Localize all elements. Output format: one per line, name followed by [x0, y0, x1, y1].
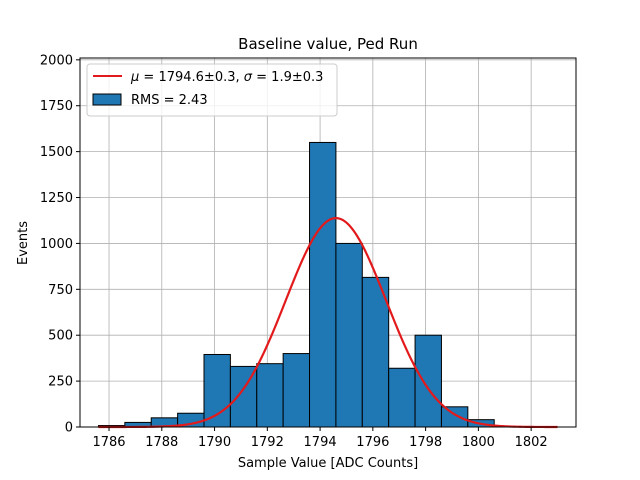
legend-fit-label: μ = 1794.6±0.3, σ = 1.9±0.3: [130, 70, 323, 85]
chart-title: Baseline value, Ped Run: [238, 35, 418, 53]
legend: μ = 1794.6±0.3, σ = 1.9±0.3 RMS = 2.43: [86, 63, 338, 117]
legend-hist-swatch: [92, 93, 122, 106]
legend-mu-value: = 1794.6±0.3,: [139, 70, 243, 85]
x-tick-label-1: 1788: [145, 435, 178, 450]
y-tick-label-1: 250: [48, 375, 73, 390]
y-tick-label-0: 0: [65, 421, 73, 436]
y-tick-label-4: 1000: [40, 237, 73, 252]
y-tick-label-6: 1500: [40, 145, 73, 160]
histogram-bar-13: [440, 406, 469, 428]
legend-mu-symbol: μ: [130, 70, 139, 85]
y-tick-label-7: 1750: [40, 99, 73, 114]
histogram-bar-6: [256, 363, 284, 428]
histogram-bar-7: [282, 353, 311, 428]
x-tick-label-2: 1790: [198, 435, 231, 450]
x-tick-label-5: 1796: [356, 435, 389, 450]
y-axis-label: Events: [16, 221, 31, 265]
gaussian-fit-line: [98, 216, 558, 429]
legend-sigma-symbol: σ: [244, 70, 253, 85]
histogram-bar-9: [335, 242, 363, 428]
histogram-bar-10: [361, 276, 390, 428]
histogram-bar-4: [203, 353, 231, 428]
x-axis-label: Sample Value [ADC Counts]: [238, 456, 418, 471]
x-tick-label-4: 1794: [304, 435, 337, 450]
axes-frame: [79, 57, 577, 428]
x-tick-label-7: 1800: [462, 435, 495, 450]
legend-rms-label: RMS = 2.43: [131, 93, 208, 108]
y-tick-label-3: 750: [48, 283, 73, 298]
histogram-bar-12: [414, 334, 442, 428]
x-tick-label-8: 1802: [515, 435, 548, 450]
legend-box: [86, 63, 338, 117]
histogram-bar-11: [388, 367, 416, 428]
y-tick-label-2: 500: [48, 329, 73, 344]
x-tick-label-0: 1786: [92, 435, 125, 450]
y-tick-label-5: 1250: [40, 191, 73, 206]
ticks: 1786 1788 1790 1792 1794 1796 1798 1800 1802 0 250…: [40, 53, 548, 450]
x-tick-label-6: 1798: [409, 435, 442, 450]
legend-sigma-value: = 1.9±0.3: [252, 70, 323, 85]
x-tick-label-3: 1792: [251, 435, 284, 450]
fit-curve-layer: [98, 216, 558, 429]
y-tick-label-8: 2000: [40, 53, 73, 68]
histogram-bars: [97, 141, 495, 428]
histogram-bar-8: [309, 141, 337, 428]
